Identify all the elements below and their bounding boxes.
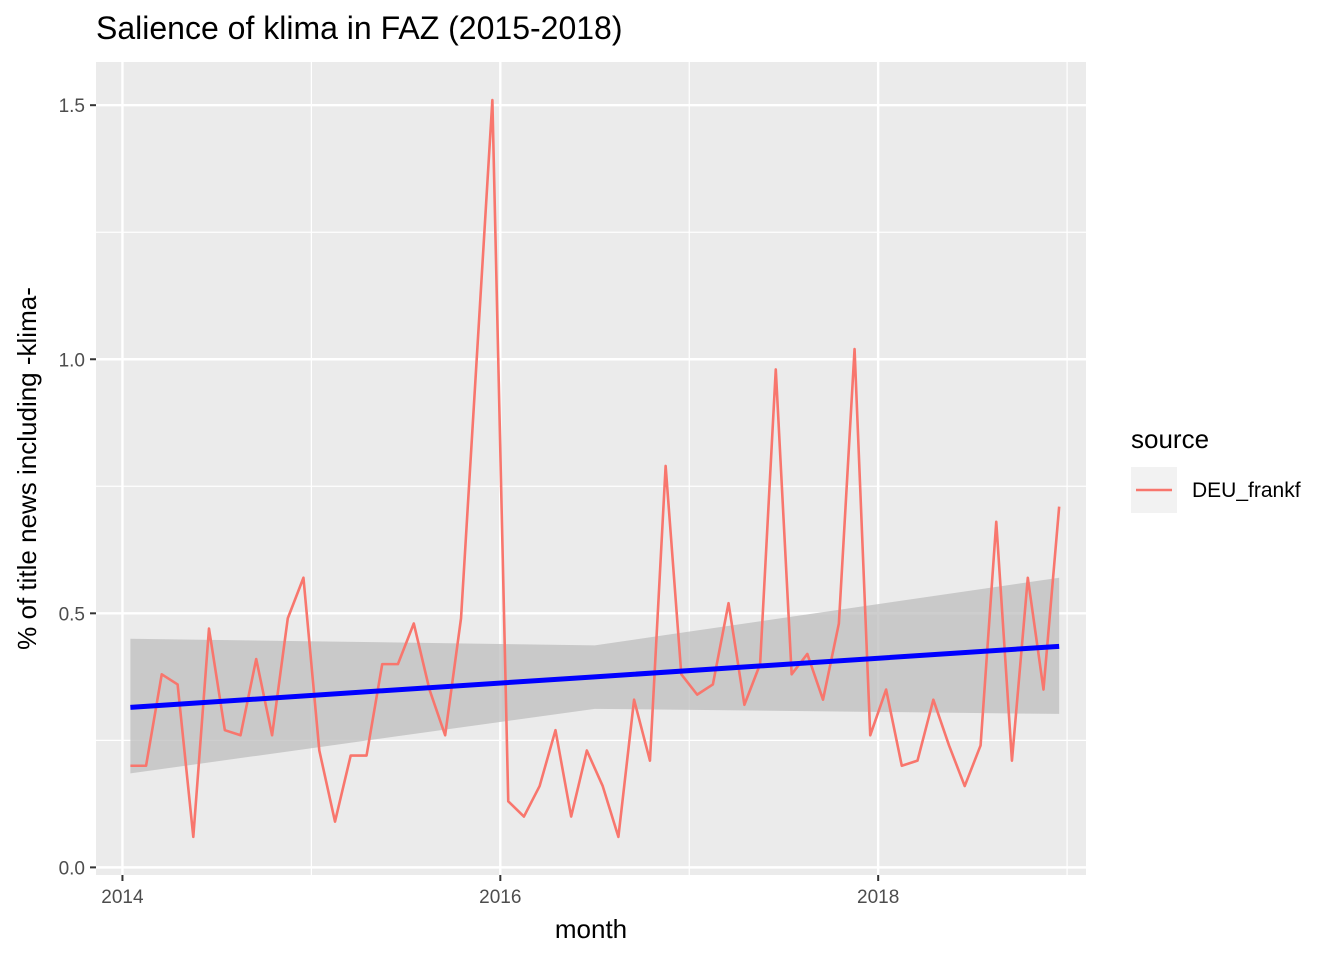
y-tick-label: 0.5: [59, 604, 85, 625]
series-line-deu-frankf: [130, 98, 1061, 839]
x-tick-label: 2016: [479, 887, 521, 908]
legend-title: source: [1131, 424, 1209, 454]
x-tick-label: 2014: [101, 887, 144, 908]
x-axis-title: month: [555, 914, 627, 944]
legend-label: DEU_frankf: [1192, 479, 1301, 502]
y-tick-label: 1.5: [59, 96, 85, 117]
y-axis-title: % of title news including -klima-: [12, 287, 42, 650]
y-tick-label: 0.0: [59, 858, 85, 879]
chart-title: Salience of klima in FAZ (2015-2018): [96, 10, 623, 46]
trend-line: [130, 643, 1060, 710]
x-tick-label: 2018: [857, 887, 899, 908]
y-tick-label: 1.0: [59, 350, 85, 371]
